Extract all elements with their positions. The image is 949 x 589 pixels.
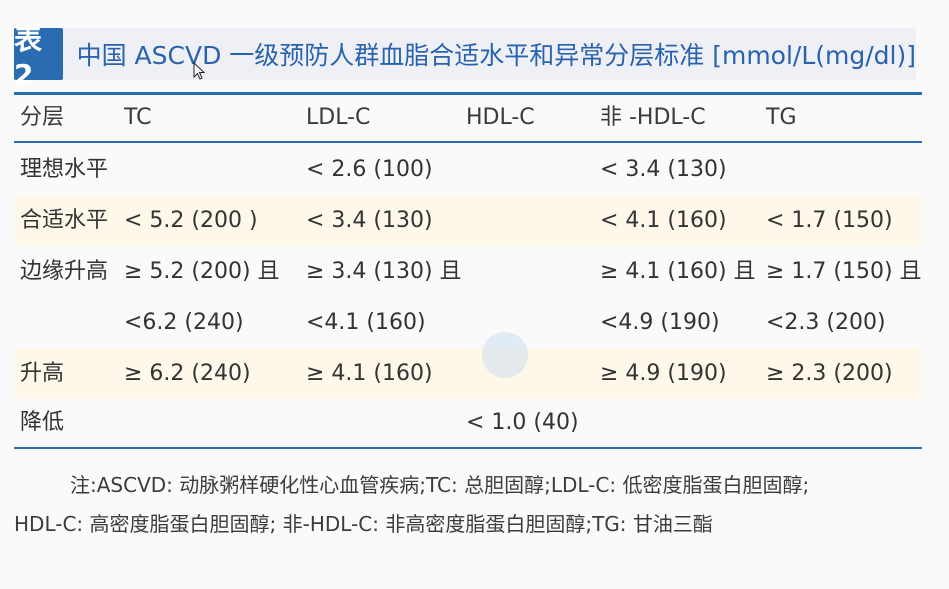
cell-tc: ≥ 6.2 (240) [124,361,251,386]
table-number-badge: 表 2 [14,23,63,91]
cell-tg: <2.3 (200) [766,310,886,335]
row-label: 边缘升高 [20,259,109,284]
table-bottom-rule [14,447,922,449]
table-row: 边缘升高 ≥ 5.2 (200) 且 ≥ 3.4 (130) 且 ≥ 4.1 (… [14,246,922,297]
row-label: 理想水平 [20,157,109,182]
table-footnote: 注:ASCVD: 动脉粥样硬化性心血管疾病;TC: 总胆固醇;LDL-C: 低密… [14,466,919,544]
cell-ldl: < 3.4 (130) [306,208,433,233]
cell-non-hdl: ≥ 4.9 (190) [600,361,727,386]
cell-ldl: <4.1 (160) [306,310,426,335]
footnote-line-1: 注:ASCVD: 动脉粥样硬化性心血管疾病;TC: 总胆固醇;LDL-C: 低密… [70,473,810,497]
cell-non-hdl: < 4.1 (160) [600,208,727,233]
header-cell-hdl: HDL-C [466,105,535,130]
table-row: 降低 < 1.0 (40) [14,397,922,448]
table-top-rule [14,92,922,95]
header-cell-tc: TC [124,105,152,130]
watermark-logo [482,332,528,378]
cell-non-hdl: ≥ 4.1 (160) 且 [600,259,756,284]
table-row: 合适水平 < 5.2 (200 ) < 3.4 (130) < 4.1 (160… [14,195,922,246]
cell-tg: < 1.7 (150) [766,208,893,233]
table-row: <6.2 (240) <4.1 (160) <4.9 (190) <2.3 (2… [14,297,922,348]
table-title: 中国 ASCVD 一级预防人群血脂合适水平和异常分层标准 [mmol/L(mg/… [62,28,916,80]
cell-hdl: < 1.0 (40) [466,410,579,435]
table-title-bar: 表 2 中国 ASCVD 一级预防人群血脂合适水平和异常分层标准 [mmol/L… [14,23,916,91]
header-cell-layer: 分层 [20,105,65,130]
cell-non-hdl: <4.9 (190) [600,310,720,335]
row-label: 升高 [20,361,65,386]
cell-tg: ≥ 1.7 (150) 且 [766,259,922,284]
row-label: 合适水平 [20,208,109,233]
table-row: 升高 ≥ 6.2 (240) ≥ 4.1 (160) ≥ 4.9 (190) ≥… [14,348,922,399]
footnote-line-2: HDL-C: 高密度脂蛋白胆固醇; 非-HDL-C: 非高密度脂蛋白胆固醇;TG… [14,512,713,536]
table-header-row: 分层 TC LDL-C HDL-C 非 -HDL-C TG [14,92,922,143]
header-cell-non-hdl: 非 -HDL-C [600,105,706,130]
row-label: 降低 [20,410,65,435]
header-cell-ldl: LDL-C [306,105,371,130]
cell-tc: ≥ 5.2 (200) 且 [124,259,280,284]
cell-tc: <6.2 (240) [124,310,244,335]
cell-tg: ≥ 2.3 (200) [766,361,893,386]
header-cell-tg: TG [766,105,797,130]
table-row: 理想水平 < 2.6 (100) < 3.4 (130) [14,144,922,195]
mouse-pointer-icon [193,62,205,80]
cell-ldl: ≥ 3.4 (130) 且 [306,259,462,284]
cell-tc: < 5.2 (200 ) [124,208,258,233]
cell-ldl: ≥ 4.1 (160) [306,361,433,386]
table-header-rule [14,141,922,143]
cell-ldl: < 2.6 (100) [306,157,433,182]
cell-non-hdl: < 3.4 (130) [600,157,727,182]
